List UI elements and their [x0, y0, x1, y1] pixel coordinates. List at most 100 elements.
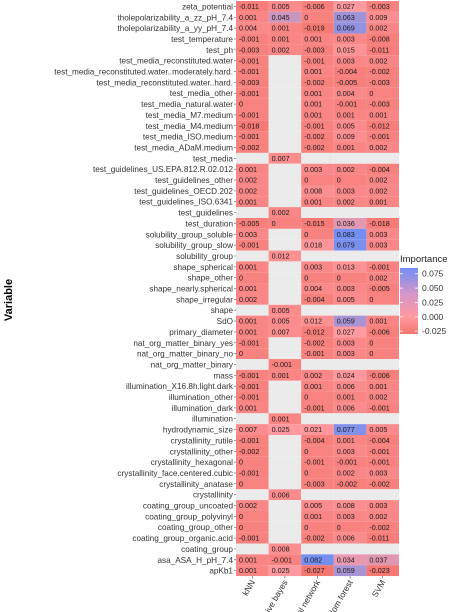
heatmap-cell — [301, 348, 334, 360]
cell-value-label: 0.002 — [304, 371, 322, 380]
cell-value-label: -0.002 — [304, 338, 324, 347]
column-label: kNN — [240, 578, 257, 597]
heatmap-cell — [301, 315, 334, 327]
heatmap-cell-empty — [268, 196, 302, 208]
heatmap-cell — [301, 467, 334, 479]
heatmap-cell — [333, 532, 367, 544]
heatmap-cell-empty — [366, 207, 399, 218]
cell-value-label: -0.027 — [304, 566, 324, 575]
heatmap-cell — [301, 369, 334, 381]
heatmap-cell-empty — [268, 261, 302, 273]
heatmap-cell — [236, 272, 269, 284]
heatmap-cell — [301, 293, 334, 305]
heatmap-cell — [333, 55, 367, 67]
heatmap-cell — [301, 163, 334, 175]
cell-value-label: 0.006 — [337, 382, 355, 391]
heatmap-cell — [236, 565, 269, 577]
cell-value-label: 0.001 — [272, 24, 290, 33]
cell-value-label: -0.001 — [304, 349, 324, 358]
heatmap-cell — [333, 456, 367, 468]
row-label: test_guidelines_US.EPA.812.R.02.012 — [93, 165, 233, 174]
heatmap-cell — [268, 489, 302, 501]
cell-value-label: -0.011 — [239, 2, 259, 11]
row-label: illumination_other — [169, 393, 233, 402]
heatmap-cell — [366, 131, 399, 143]
heatmap-cell-empty — [236, 304, 269, 316]
cell-value-label: 0.003 — [337, 35, 355, 44]
heatmap-cell — [366, 218, 399, 229]
cell-value-label: -0.002 — [369, 479, 389, 488]
heatmap-cell-empty — [268, 98, 302, 110]
row-label: test_media_natural.water — [141, 100, 233, 109]
column-label: Neural network — [285, 577, 323, 612]
row-label: shape_spherical — [173, 263, 233, 272]
cell-value-label: 0.024 — [337, 371, 355, 380]
heatmap-cell — [333, 228, 367, 240]
heatmap-cell — [301, 185, 334, 197]
heatmap-cell — [366, 380, 399, 392]
heatmap-cell — [236, 326, 269, 338]
heatmap-cell — [366, 33, 399, 45]
heatmap-cell — [333, 326, 367, 338]
cell-value-label: 0.002 — [337, 165, 355, 174]
heatmap-cell — [236, 218, 269, 229]
cell-value-label: 0.003 — [337, 56, 355, 65]
cell-value-label: 0.012 — [304, 317, 322, 326]
cell-value-label: 0.001 — [272, 35, 290, 44]
cell-value-label: 0 — [239, 479, 243, 488]
heatmap-cell-empty — [268, 478, 302, 490]
cell-value-label: 0.034 — [337, 555, 355, 564]
cell-value-label: -0.004 — [304, 295, 324, 304]
cell-value-label: -0.001 — [337, 458, 357, 467]
cell-value-label: 0.002 — [239, 186, 257, 195]
heatmap-cell — [236, 109, 269, 121]
cell-value-label: -0.001 — [337, 100, 357, 109]
heatmap-cell — [301, 565, 334, 577]
cell-value-label: -0.004 — [304, 436, 324, 445]
row-label: mass — [213, 371, 233, 380]
heatmap-cell-empty — [333, 489, 367, 501]
cell-value-label: 0.077 — [337, 425, 355, 434]
heatmap-cell — [333, 293, 367, 305]
heatmap-cell — [366, 554, 399, 566]
heatmap-cell-empty — [333, 359, 367, 370]
heatmap-cell — [236, 66, 269, 77]
cell-value-label: -0.001 — [239, 67, 259, 76]
heatmap-cell — [236, 33, 269, 45]
heatmap-cell — [268, 543, 302, 555]
cell-value-label: -0.002 — [304, 143, 324, 152]
row-label: test_duration — [186, 219, 234, 228]
cell-value-label: 0.001 — [337, 143, 355, 152]
heatmap-cell — [333, 87, 367, 99]
heatmap-cell — [366, 337, 399, 349]
row-label: crystallinity — [193, 491, 234, 500]
heatmap-cell-empty — [236, 543, 269, 555]
cell-value-label: 0.002 — [369, 143, 387, 152]
row-label: coating_group_organic.acid — [132, 534, 233, 543]
cell-value-label: 0.001 — [272, 414, 290, 423]
heatmap-cell-empty — [236, 359, 269, 370]
row-label: test_media_reconstituted.water — [119, 57, 233, 66]
cell-value-label: 0.001 — [239, 165, 257, 174]
cell-value-label: -0.002 — [239, 143, 259, 152]
cell-value-label: 0.079 — [337, 241, 355, 250]
cell-value-label: 0.001 — [304, 111, 322, 120]
cell-value-label: 0.001 — [239, 328, 257, 337]
cell-value-label: 0.004 — [337, 89, 355, 98]
heatmap-cell-empty — [301, 359, 334, 370]
cell-value-label: 0 — [304, 273, 308, 282]
heatmap-cell — [366, 532, 399, 544]
heatmap-cell-empty — [268, 456, 302, 468]
column-label: SVM — [370, 578, 388, 599]
cell-value-label: 0.002 — [369, 393, 387, 402]
row-label: illumination_X16.8h.light.dark — [126, 382, 234, 391]
heatmap-cell-empty — [268, 163, 302, 175]
heatmap-cell — [333, 261, 367, 273]
row-label: test_media — [193, 154, 233, 163]
heatmap-cell — [301, 456, 334, 468]
cell-value-label: 0.002 — [369, 273, 387, 282]
row-label: test_media_M7.medium — [146, 111, 234, 120]
heatmap-cell — [236, 456, 269, 468]
